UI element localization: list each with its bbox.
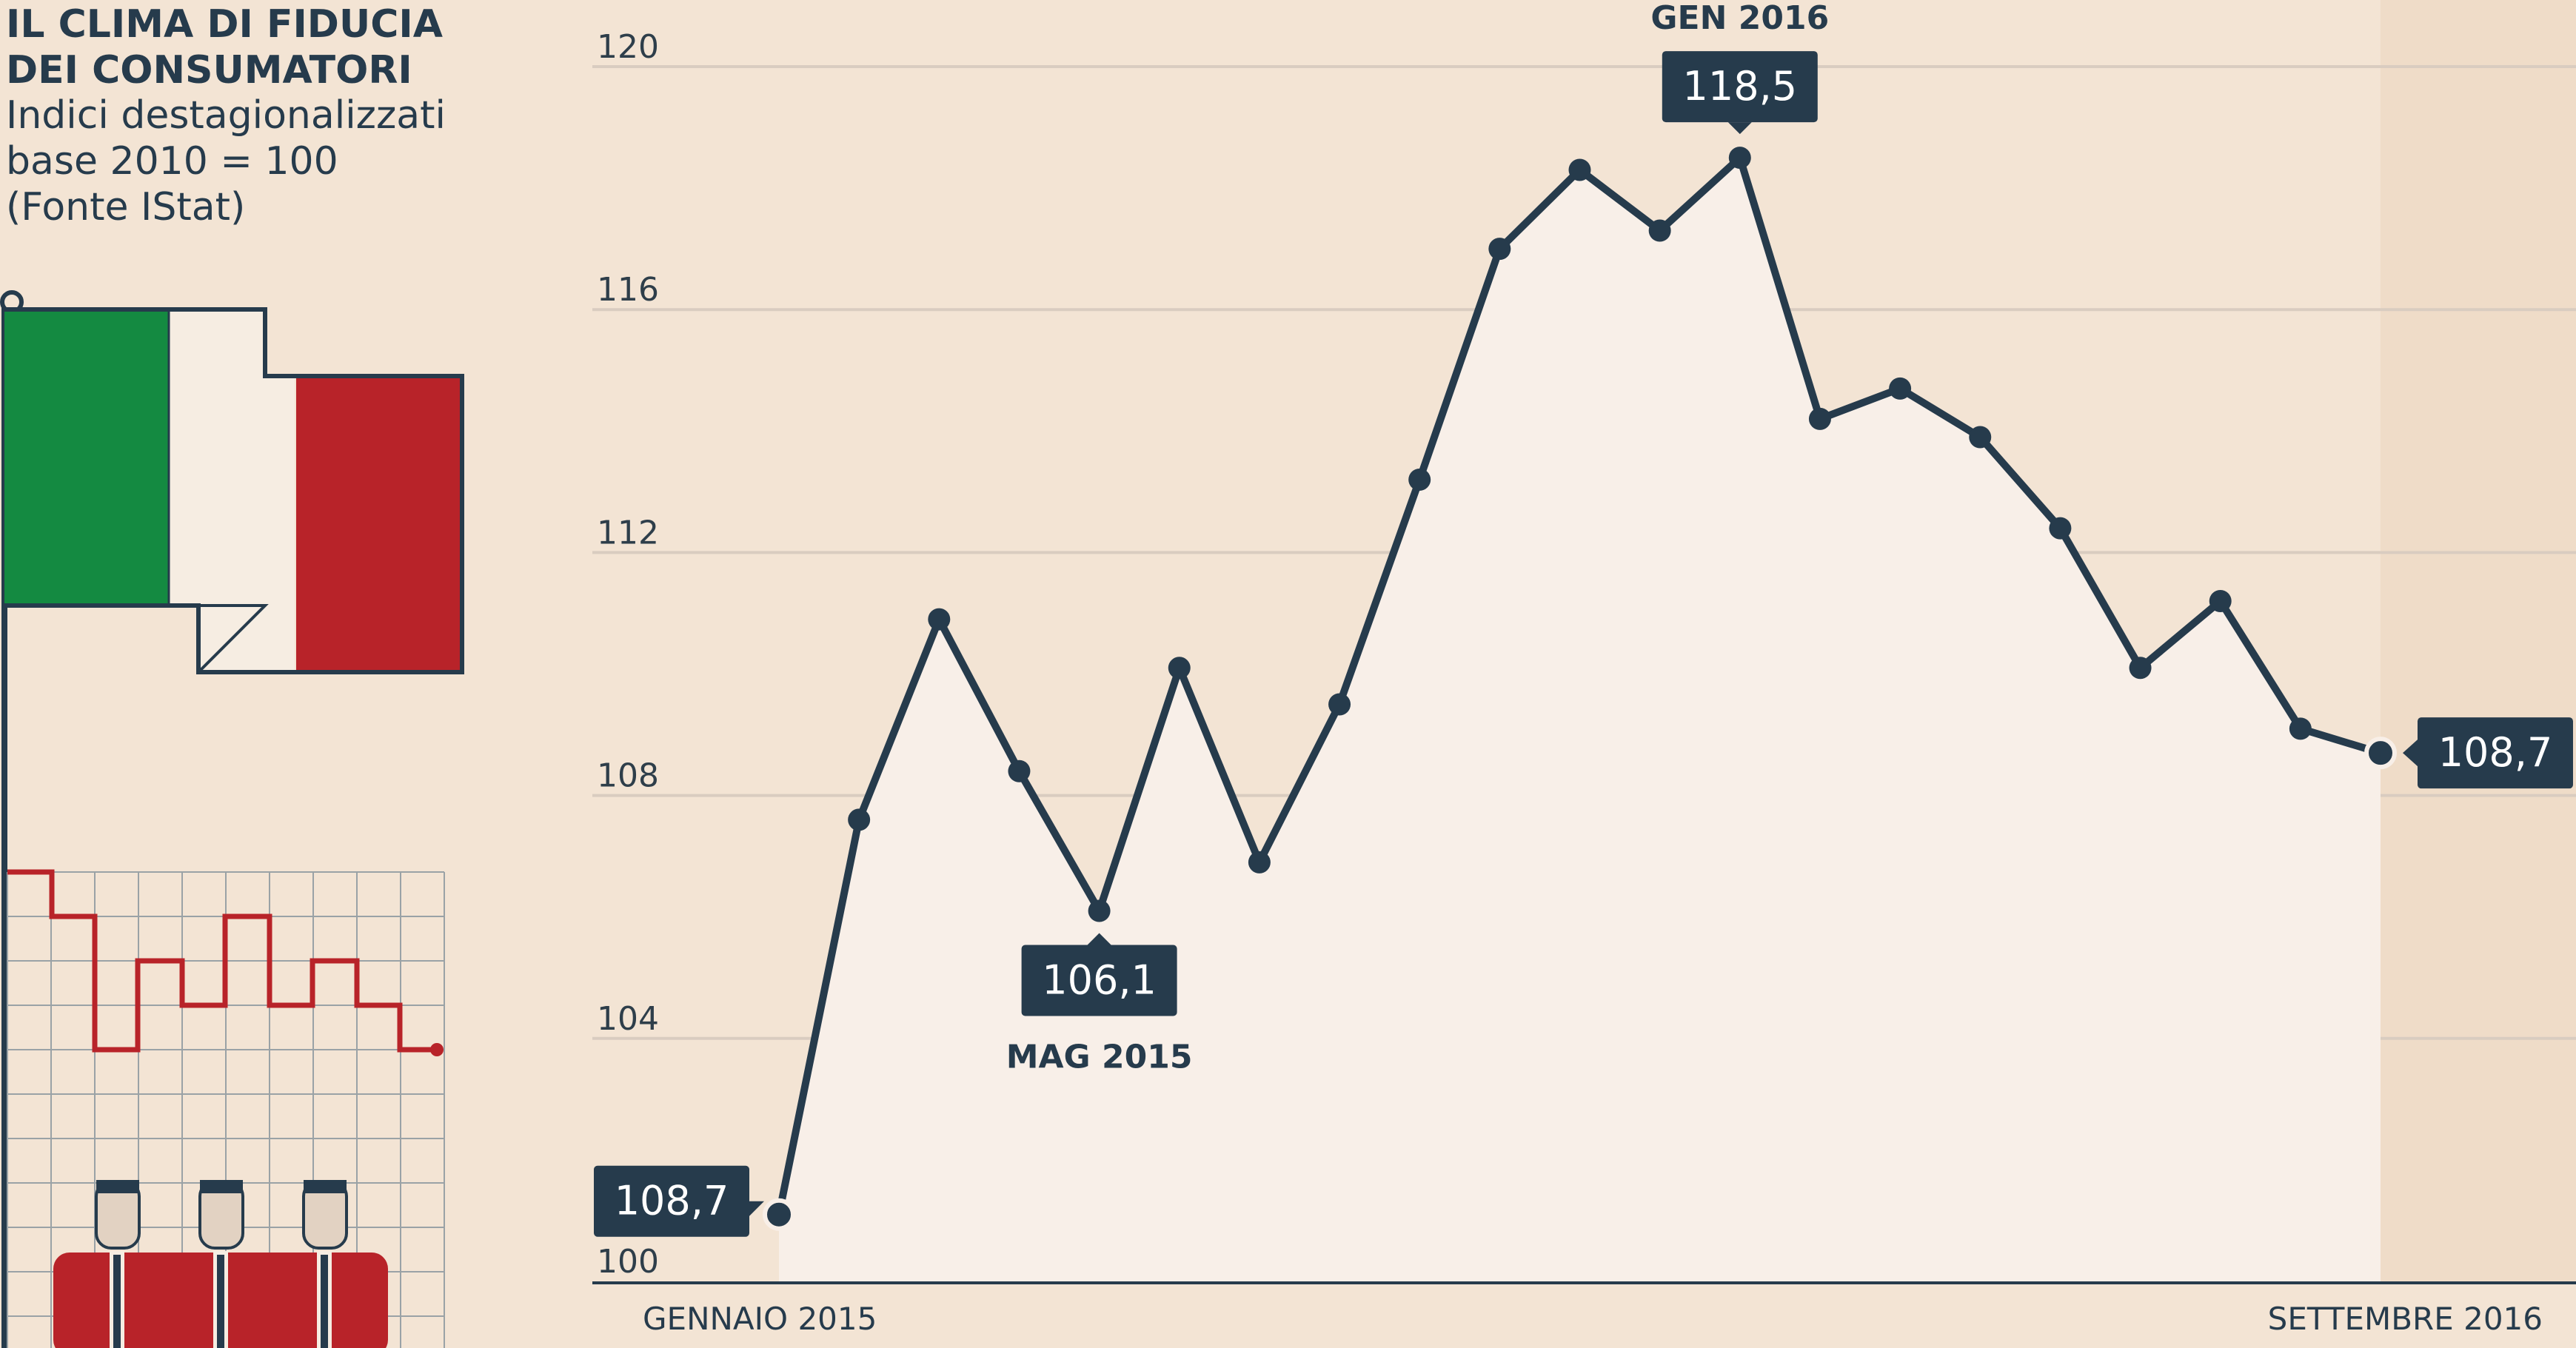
callout-end: 108,7	[2403, 717, 2573, 789]
decor-figures	[53, 1180, 388, 1348]
data-point	[1568, 158, 1591, 181]
callout-start-value: 108,7	[615, 1178, 729, 1224]
decor-step-line	[7, 869, 437, 1053]
callout-high-period: GEN 2016	[1650, 0, 1829, 37]
data-point	[928, 608, 951, 631]
callout-start: 108,7	[594, 1165, 764, 1237]
person-tie	[113, 1255, 121, 1348]
callout-end-box	[2418, 717, 2573, 789]
plot-right-strip	[2381, 0, 2576, 1283]
callout-low-period: MAG 2015	[1006, 1038, 1193, 1076]
series-points	[763, 147, 2397, 1231]
chart-title-line1: IL CLIMA DI FIDUCIA	[6, 2, 443, 47]
data-point	[1168, 657, 1191, 680]
data-point	[1969, 426, 1992, 449]
person-figure-3	[302, 1180, 348, 1348]
person-hair	[304, 1180, 347, 1193]
callout-low: 106,1 MAG 2015	[1006, 933, 1193, 1076]
y-tick-label: 104	[597, 1000, 659, 1038]
x-axis-start-label: GENNAIO 2015	[643, 1301, 877, 1337]
callout-low-value: 106,1	[1042, 956, 1157, 1003]
person-hair	[96, 1180, 139, 1193]
y-tick-label: 108	[597, 757, 659, 795]
y-tick-label: 116	[597, 271, 659, 309]
data-point	[763, 1198, 795, 1231]
flag-white-fold	[198, 376, 295, 672]
chart-title-line2: DEI CONSUMATORI	[6, 48, 412, 93]
callout-end-pointer	[2403, 740, 2418, 767]
y-tick-label: 120	[597, 28, 659, 66]
data-point	[848, 808, 871, 831]
data-point	[1488, 238, 1511, 261]
decor-step-end-dot	[430, 1043, 444, 1056]
y-tick-label: 112	[597, 514, 659, 551]
data-point	[1328, 693, 1351, 716]
chart-source: (Fonte IStat)	[6, 185, 245, 229]
person-tie	[321, 1255, 328, 1348]
person-figure-1	[95, 1180, 141, 1348]
data-point	[1008, 759, 1031, 782]
data-point	[1889, 377, 1912, 400]
person-hair	[200, 1180, 243, 1193]
y-tick-label: 100	[597, 1243, 659, 1281]
callout-end-value: 108,7	[2438, 729, 2553, 776]
series-area	[779, 158, 2381, 1284]
callout-low-box	[1021, 945, 1177, 1016]
callout-start-pointer	[749, 1201, 764, 1216]
flag-fold-line	[197, 604, 269, 674]
data-point	[1648, 219, 1671, 242]
callout-high-value: 118,5	[1683, 63, 1798, 110]
chart-subtitle-line2: base 2010 = 100	[6, 139, 338, 184]
data-point	[1248, 851, 1271, 873]
chart-subtitle-line1: Indici destagionalizzati	[6, 93, 446, 138]
data-point	[2049, 517, 2072, 540]
flag-red-stripe	[296, 376, 462, 672]
callout-high-box	[1662, 51, 1818, 123]
callout-high-pointer	[1727, 122, 1752, 135]
callout-start-box	[594, 1165, 749, 1237]
data-point	[1408, 468, 1431, 491]
data-point	[2289, 717, 2312, 740]
data-point	[1808, 407, 1831, 430]
person-figure-2	[198, 1180, 244, 1348]
data-point	[1088, 899, 1111, 922]
flag-illustration	[0, 290, 464, 1348]
callout-low-pointer	[1087, 933, 1111, 945]
data-point	[1728, 147, 1751, 170]
data-point	[2364, 737, 2397, 770]
data-point	[2209, 590, 2232, 613]
person-tie	[217, 1255, 224, 1348]
data-point	[2129, 657, 2152, 680]
flag-green-stripe	[4, 309, 169, 606]
x-axis-end-label: SETTEMBRE 2016	[2268, 1301, 2543, 1337]
y-axis-ticks: 100 104 108 112 116 120	[597, 28, 659, 1281]
callout-high: 118,5 GEN 2016	[1650, 0, 1829, 135]
flag-outline	[4, 307, 464, 674]
